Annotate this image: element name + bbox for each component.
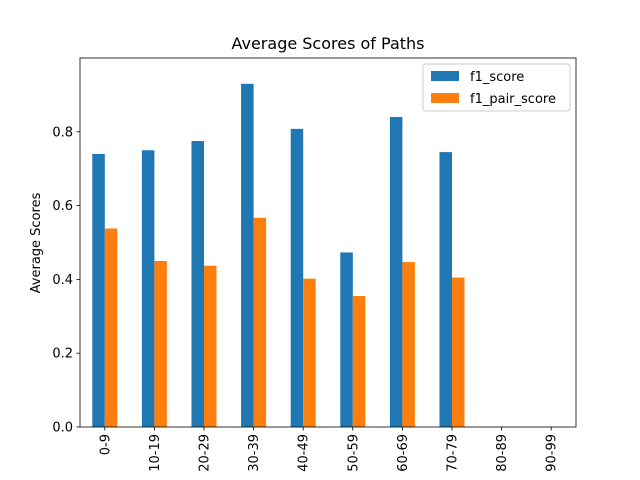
y-axis-label: Average Scores [29, 192, 44, 293]
x-tick-label: 80-89 [495, 434, 510, 472]
bar-f1_score-40-49 [290, 128, 304, 427]
bar-f1_score-60-69 [389, 117, 403, 427]
legend-swatch-f1_score [431, 71, 459, 81]
bar-f1_pair_score-10-19 [154, 260, 167, 427]
legend: f1_score f1_pair_score [422, 63, 571, 112]
x-tick-label: 20-29 [198, 434, 213, 472]
legend-box [422, 63, 571, 112]
bar-f1_score-70-79 [439, 152, 452, 427]
bar-f1_pair_score-30-39 [253, 217, 267, 427]
bar-f1_score-20-29 [191, 141, 204, 427]
legend-label-f1_pair_score: f1_pair_score [470, 92, 556, 107]
legend-swatch-f1_pair_score [431, 93, 459, 103]
x-tick-label: 30-39 [247, 434, 262, 472]
bar-f1_pair_score-40-49 [303, 278, 316, 427]
bar-f1_pair_score-60-69 [402, 262, 415, 427]
bar-f1_pair_score-70-79 [452, 277, 465, 427]
bar-f1_pair_score-20-29 [204, 265, 217, 427]
bar-f1_score-50-59 [340, 252, 353, 427]
x-tick-label: 50-59 [346, 434, 361, 472]
y-tick-label: 0.0 [52, 421, 73, 436]
x-tick-label: 10-19 [148, 434, 163, 472]
y-tick-label: 0.2 [52, 347, 73, 362]
x-tick-label: 0-9 [98, 434, 113, 455]
bar-f1_pair_score-0-9 [104, 228, 118, 427]
y-tick-label: 0.8 [52, 125, 73, 140]
legend-label-f1_score: f1_score [470, 70, 524, 85]
y-tick-label: 0.4 [52, 273, 73, 288]
chart-title: Average Scores of Paths [231, 34, 424, 53]
plot-area: 0.0 0.2 0.4 0.6 0.8 0-9 10-19 20-29 30-39 40-49 50… [52, 57, 577, 472]
x-tick-label: 90-99 [545, 434, 560, 472]
bar-f1_score-0-9 [92, 153, 105, 427]
x-tick-label: 40-49 [297, 434, 312, 472]
y-tick-label: 0.6 [52, 199, 73, 214]
x-tick-label: 60-69 [396, 434, 411, 472]
x-tick-label: 70-79 [446, 434, 461, 472]
bar-f1_score-10-19 [141, 150, 155, 427]
axes-frame [79, 57, 577, 428]
bar-f1_pair_score-50-59 [352, 296, 366, 427]
bar-f1_score-30-39 [241, 83, 254, 427]
